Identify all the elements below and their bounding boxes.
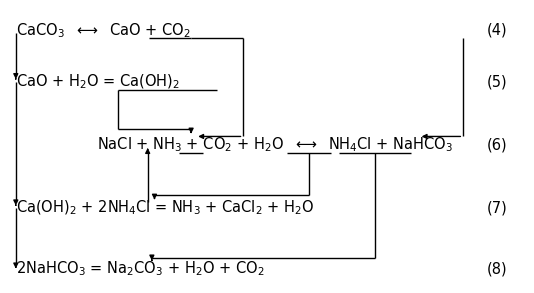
Text: 2NaHCO$_3$ = Na$_2$CO$_3$ + H$_2$O + CO$_2$: 2NaHCO$_3$ = Na$_2$CO$_3$ + H$_2$O + CO$…: [16, 259, 264, 278]
Text: (5): (5): [487, 74, 507, 89]
Text: NaCl + NH$_3$ + CO$_2$ + H$_2$O  $\longleftrightarrow$  NH$_4$Cl + NaHCO$_3$: NaCl + NH$_3$ + CO$_2$ + H$_2$O $\longle…: [97, 136, 453, 154]
Text: (4): (4): [487, 23, 507, 38]
Text: (6): (6): [487, 138, 507, 153]
Text: (8): (8): [487, 261, 507, 276]
Text: Ca(OH)$_2$ + 2NH$_4$Cl = NH$_3$ + CaCl$_2$ + H$_2$O: Ca(OH)$_2$ + 2NH$_4$Cl = NH$_3$ + CaCl$_…: [16, 199, 315, 217]
Text: CaCO$_3$  $\longleftrightarrow$  CaO + CO$_2$: CaCO$_3$ $\longleftrightarrow$ CaO + CO$…: [16, 21, 191, 40]
Text: CaO + H$_2$O = Ca(OH)$_2$: CaO + H$_2$O = Ca(OH)$_2$: [16, 73, 180, 91]
Text: (7): (7): [487, 201, 507, 216]
